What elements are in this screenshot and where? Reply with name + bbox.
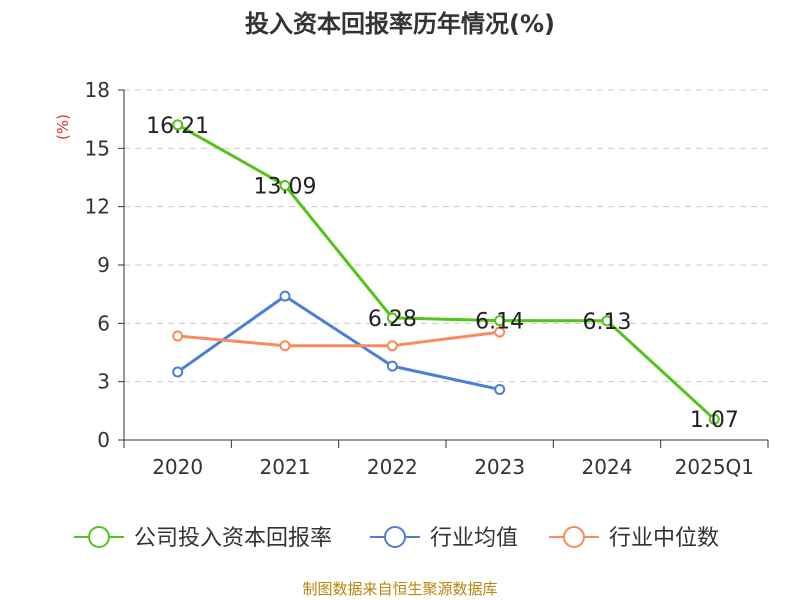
x-tick-label: 2024	[582, 455, 633, 479]
data-point[interactable]	[601, 315, 613, 327]
legend-label: 行业均值	[430, 526, 518, 551]
legend-label: 行业中位数	[609, 526, 719, 551]
legend-marker-icon	[563, 526, 585, 548]
legend[interactable]: 公司投入资本回报率 行业均值 行业中位数	[74, 526, 719, 551]
data-point[interactable]	[172, 330, 184, 342]
data-label: 1.07	[690, 408, 739, 433]
x-tick-label: 2025Q1	[675, 455, 754, 479]
data-label: 6.13	[583, 310, 632, 335]
legend-label: 公司投入资本回报率	[134, 526, 332, 551]
legend-marker-icon	[88, 526, 110, 548]
data-point[interactable]	[279, 179, 291, 191]
data-point[interactable]	[494, 315, 506, 327]
y-tick-label: 18	[85, 78, 110, 102]
data-label: 16.21	[146, 114, 209, 139]
y-tick-label: 0	[97, 428, 110, 452]
legend-item[interactable]: 行业中位数	[549, 526, 719, 551]
y-tick-label: 12	[85, 195, 110, 219]
data-point[interactable]	[279, 290, 291, 302]
x-tick-label: 2022	[367, 455, 418, 479]
data-point[interactable]	[708, 413, 720, 425]
y-tick-label: 15	[85, 136, 110, 160]
data-point[interactable]	[494, 326, 506, 338]
x-tick-label: 2021	[260, 455, 311, 479]
legend-item[interactable]: 公司投入资本回报率	[74, 526, 332, 551]
x-tick-label: 2020	[152, 455, 203, 479]
source-caption: 制图数据来自恒生聚源数据库	[302, 580, 498, 598]
data-point[interactable]	[494, 383, 506, 395]
data-point[interactable]	[172, 366, 184, 378]
data-labels: 16.21 13.09 6.28 6.14 6.13 1.07	[146, 114, 739, 433]
data-label: 6.14	[475, 310, 524, 335]
series-line	[177, 330, 500, 348]
data-point[interactable]	[172, 119, 184, 131]
series-group	[172, 119, 720, 425]
x-tick-label: 2023	[474, 455, 525, 479]
data-point[interactable]	[386, 340, 398, 352]
axes: 0 3 6 9 12 15 18 2020 2021 2022 2023 2024 2025Q1 (%)	[54, 78, 769, 479]
legend-item[interactable]: 行业均值	[370, 526, 518, 551]
y-tick-label: 6	[97, 311, 110, 335]
chart-title: 投入资本回报率历年情况(%)	[245, 10, 555, 38]
series-line	[176, 294, 500, 391]
y-tick-label: 3	[97, 370, 110, 394]
data-label: 6.28	[368, 307, 417, 332]
grid-lines	[124, 89, 768, 383]
y-tick-label: 9	[97, 253, 110, 277]
data-point[interactable]	[279, 340, 291, 352]
data-point[interactable]	[386, 360, 398, 372]
data-label: 13.09	[254, 174, 317, 199]
legend-marker-icon	[384, 526, 406, 548]
series-line	[176, 123, 716, 421]
y-axis-label: (%)	[54, 114, 72, 140]
data-point[interactable]	[386, 312, 398, 324]
